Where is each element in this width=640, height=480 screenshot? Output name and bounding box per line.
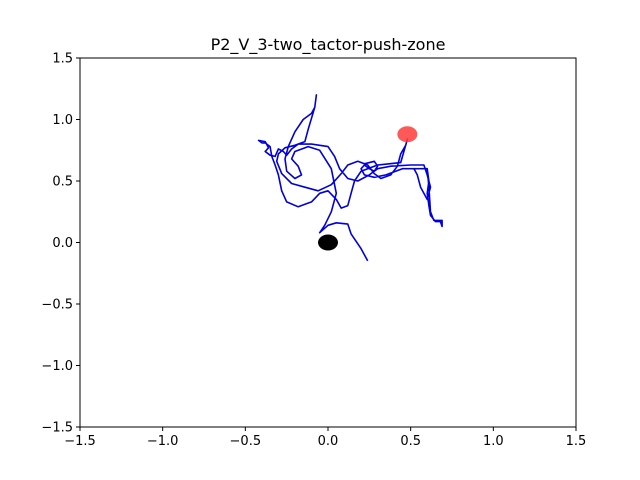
y-tick-label: −1.0: [41, 359, 73, 374]
chart-title: P2_V_3-two_tactor-push-zone: [211, 35, 446, 55]
x-tick-label: 1.0: [483, 434, 504, 449]
plot-frame: [79, 57, 577, 428]
y-tick-label: 0.0: [52, 236, 73, 251]
x-tick-label: 0.5: [400, 434, 421, 449]
y-tick-label: 0.5: [52, 175, 73, 190]
x-tick-label: 0.0: [318, 434, 339, 449]
y-tick-label: 1.5: [52, 52, 73, 67]
target-marker: [397, 126, 418, 143]
plot-area: [257, 94, 443, 262]
x-tick-label: −1.0: [147, 434, 179, 449]
y-tick-label: 1.0: [52, 113, 73, 128]
x-tick-label: 1.5: [566, 434, 587, 449]
start-marker: [318, 234, 338, 251]
x-tick-label: −0.5: [230, 434, 262, 449]
axis-ticks: −1.5 −1.0 −0.5 0.0 0.5 1.0 1.5 −1.5 −1.0 −0.5 0.0 0…: [41, 52, 586, 450]
x-tick-label: −1.5: [64, 434, 96, 449]
trajectory-line: [257, 94, 443, 262]
y-tick-label: −1.5: [41, 421, 73, 436]
y-tick-label: −0.5: [41, 298, 73, 313]
